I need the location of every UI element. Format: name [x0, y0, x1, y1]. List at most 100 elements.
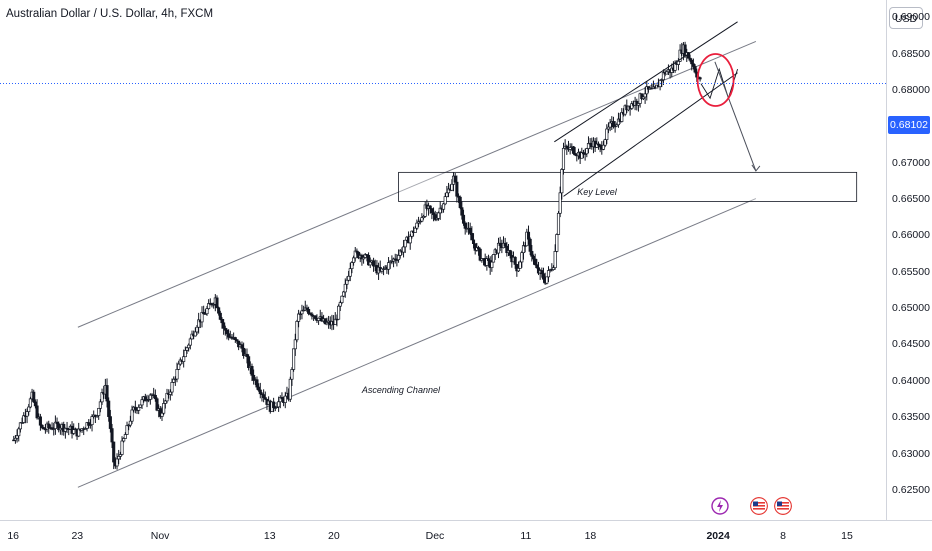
- candle-body: [352, 257, 356, 263]
- candle: [333, 312, 337, 325]
- candle: [516, 261, 521, 272]
- candle: [120, 436, 124, 456]
- candle-body: [461, 214, 466, 224]
- candle-body: [273, 407, 277, 409]
- ascending-channel[interactable]: [77, 40, 757, 488]
- candle: [368, 257, 372, 269]
- candle: [125, 421, 129, 435]
- candle-body: [17, 428, 21, 437]
- candle: [22, 412, 26, 424]
- candle-body: [258, 389, 262, 395]
- candle: [360, 253, 364, 266]
- candle: [393, 253, 397, 264]
- candle: [526, 225, 531, 245]
- candle: [340, 295, 344, 305]
- candle: [28, 396, 32, 409]
- candle-body: [343, 283, 347, 293]
- candle: [461, 209, 466, 226]
- candle: [105, 378, 109, 408]
- candle: [645, 81, 649, 101]
- candle-body: [200, 312, 204, 323]
- candle: [280, 392, 284, 400]
- candle-body: [445, 192, 449, 198]
- candle-body: [403, 239, 407, 248]
- candle-body: [215, 297, 219, 309]
- candle: [372, 257, 376, 272]
- key-level-zone[interactable]: [398, 171, 858, 202]
- rising-wedge[interactable]: [554, 21, 738, 197]
- price-scale[interactable]: [886, 0, 932, 520]
- candle: [177, 360, 181, 370]
- candle: [563, 139, 567, 151]
- candle: [90, 414, 94, 432]
- candle-body: [293, 339, 297, 350]
- candle-body: [620, 112, 624, 122]
- candle: [122, 437, 126, 443]
- wedge-upper-line: [554, 21, 738, 143]
- chart-area[interactable]: [0, 0, 886, 520]
- candle: [170, 378, 174, 396]
- candle: [558, 186, 562, 218]
- candle-body: [130, 409, 134, 422]
- candle-body: [27, 406, 31, 412]
- candle: [561, 142, 566, 175]
- time-tick-label: 20: [328, 530, 340, 542]
- candle-body: [531, 255, 536, 260]
- price-tick-label: 0.63000: [892, 447, 930, 460]
- candle: [235, 339, 239, 344]
- candle-body: [72, 429, 76, 434]
- currency-button[interactable]: USD: [889, 7, 923, 29]
- candle-body: [288, 378, 292, 400]
- candle: [353, 247, 357, 262]
- candle-body: [693, 66, 697, 73]
- candle-body: [277, 401, 281, 408]
- candle-body: [453, 175, 457, 183]
- candle-body: [546, 270, 551, 278]
- lightning-event-icon[interactable]: [711, 497, 729, 515]
- candle-body: [508, 250, 512, 256]
- candle-body: [533, 258, 537, 266]
- candle-body: [128, 420, 132, 426]
- candle-body: [310, 313, 314, 317]
- time-tick-label: Dec: [425, 530, 445, 542]
- candle-body: [408, 235, 412, 244]
- candle-body: [125, 425, 129, 435]
- candle: [158, 406, 162, 419]
- candle-body: [307, 309, 311, 314]
- candle-body: [423, 204, 427, 217]
- candle-body: [120, 440, 124, 455]
- candle: [38, 413, 42, 431]
- candle: [310, 311, 314, 320]
- candle: [513, 256, 517, 269]
- time-tick-label: 8: [780, 530, 787, 542]
- candle-body: [112, 441, 116, 463]
- candle-body: [558, 192, 562, 214]
- price-tick-label: 0.68500: [892, 47, 930, 60]
- us-flag-icon[interactable]: [774, 497, 792, 515]
- candle-body: [397, 255, 401, 261]
- candle-body: [233, 337, 237, 341]
- projection[interactable]: [696, 53, 761, 172]
- channel-upper-line: [77, 40, 757, 328]
- candle: [408, 234, 412, 250]
- candle-body: [450, 183, 454, 191]
- candle-body: [217, 307, 221, 314]
- candle: [403, 239, 407, 253]
- price-tick-label: 0.67000: [892, 156, 930, 169]
- candle-body: [138, 404, 142, 408]
- candle-body: [175, 369, 179, 380]
- price-tick-label: 0.66500: [892, 193, 930, 205]
- candle: [53, 415, 57, 435]
- candle-body: [608, 122, 612, 128]
- ascending-channel-label: Ascending Channel: [361, 385, 440, 396]
- candle: [290, 367, 294, 386]
- us-flag-icon[interactable]: [750, 497, 768, 515]
- candle: [133, 400, 137, 414]
- time-axis[interactable]: [0, 520, 932, 551]
- candle: [200, 306, 204, 328]
- candle-body: [387, 262, 391, 270]
- candle-body: [458, 196, 462, 208]
- candle: [555, 233, 559, 253]
- time-tick-label: 18: [584, 530, 597, 542]
- candle-body: [160, 412, 164, 417]
